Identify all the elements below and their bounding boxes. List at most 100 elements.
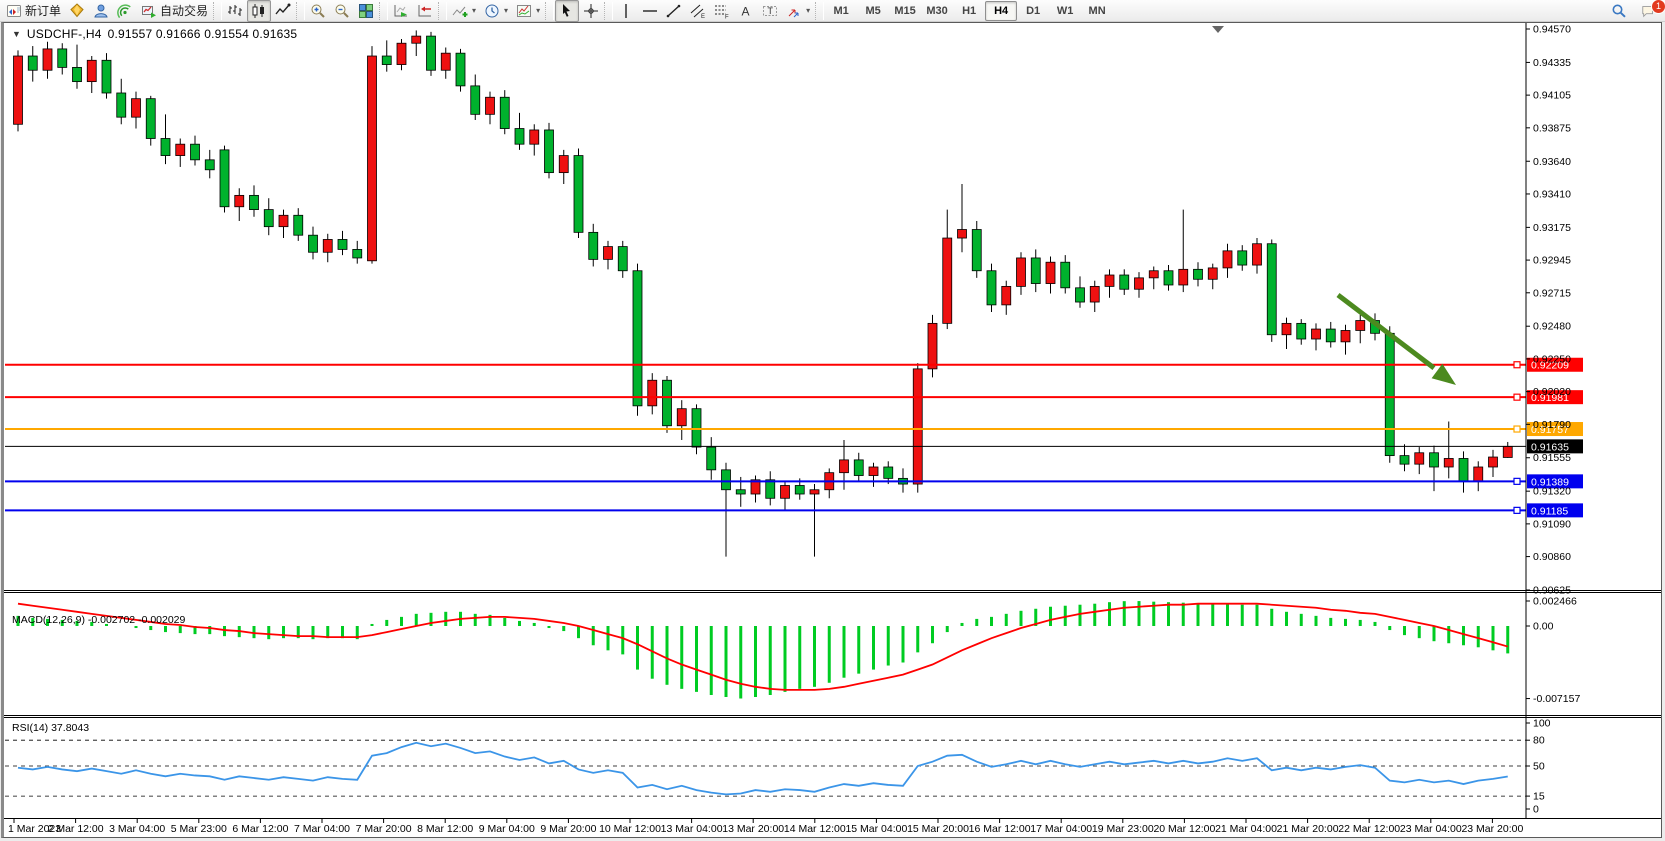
chart-line-button[interactable] (271, 0, 295, 22)
search-button[interactable] (1607, 0, 1631, 22)
svg-text:0.91320: 0.91320 (1533, 486, 1571, 498)
price-axis[interactable]: 0.94570 0.94335 0.94105 0.93875 0.93640 0.934… (1526, 24, 1571, 597)
template-dropdown-icon[interactable]: ▾ (536, 6, 541, 15)
timeframe-group: M1 M5 M15 M30 H1 H4 D1 W1 MN (825, 0, 1113, 22)
timeframe-m5-button[interactable]: M5 (865, 4, 881, 17)
zoom-out-button[interactable] (330, 0, 354, 22)
periods-button[interactable]: ▾ (480, 0, 512, 22)
svg-text:F: F (725, 14, 729, 19)
svg-text:0.92715: 0.92715 (1533, 287, 1571, 299)
notifications-button[interactable]: 1 (1637, 0, 1665, 22)
template-button[interactable]: ▾ (512, 0, 544, 22)
svg-text:21 Mar 04:00: 21 Mar 04:00 (1215, 823, 1277, 835)
current-price-tag: 0.91635 (1527, 439, 1583, 454)
svg-text:20 Mar 12:00: 20 Mar 12:00 (1153, 823, 1215, 835)
toolbar-separator (438, 1, 448, 20)
chart-shift-icon (417, 3, 433, 19)
timeframe-h4-button[interactable]: H4 (985, 0, 1018, 21)
add-indicator-icon (452, 3, 468, 19)
auto-scroll-button[interactable] (389, 0, 413, 22)
add-indicator-button[interactable]: ▾ (448, 0, 480, 22)
horizontal-line-button[interactable] (638, 0, 662, 22)
toolbar-separator (296, 1, 306, 20)
new-order-icon (6, 3, 22, 19)
new-order-button[interactable]: 新订单 (2, 0, 65, 22)
svg-text:A: A (742, 4, 750, 18)
arrows-button[interactable]: ▾ (782, 0, 814, 22)
trend-arrow[interactable] (1336, 293, 1456, 385)
svg-text:9 Mar 20:00: 9 Mar 20:00 (540, 823, 596, 835)
periods-dropdown-icon[interactable]: ▾ (504, 6, 509, 15)
svg-text:0.91790: 0.91790 (1533, 419, 1571, 431)
svg-text:6 Mar 12:00: 6 Mar 12:00 (232, 823, 288, 835)
chart-window: ▼ USDCHF-,H4 0.91557 0.91666 0.91554 0.9… (1, 22, 1662, 838)
trend-line-icon (666, 3, 682, 19)
horizontal-level-lines[interactable]: 0.92209 0.91981 0.91757 0.91389 0.91185 (5, 357, 1583, 518)
crosshair-button[interactable] (579, 0, 603, 22)
toolbar-group-2 (306, 0, 378, 22)
timeframe-d1-button[interactable]: D1 (1026, 4, 1041, 17)
svg-text:22 Mar 12:00: 22 Mar 12:00 (1338, 823, 1400, 835)
svg-text:0.002466: 0.002466 (1533, 596, 1577, 608)
text-label-button[interactable]: T (758, 0, 782, 22)
vertical-line-button[interactable] (614, 0, 638, 22)
timeframe-m1-button[interactable]: M1 (833, 4, 849, 17)
chart-shift-button[interactable] (413, 0, 437, 22)
fibonacci-button[interactable]: F (710, 0, 734, 22)
svg-text:10 Mar 12:00: 10 Mar 12:00 (599, 823, 661, 835)
arrows-dropdown-icon[interactable]: ▾ (806, 6, 811, 15)
equidistant-channel-button[interactable]: E (686, 0, 710, 22)
add-indicator-dropdown-icon[interactable]: ▾ (472, 6, 477, 15)
text-button[interactable]: A (734, 0, 758, 22)
zoom-in-button[interactable] (306, 0, 330, 22)
toolbar-group-1 (223, 0, 295, 22)
chart-line-icon (275, 3, 291, 19)
svg-text:0.94570: 0.94570 (1533, 24, 1571, 36)
hline-handle (1513, 506, 1521, 514)
svg-text:7 Mar 04:00: 7 Mar 04:00 (294, 823, 350, 835)
timeframe-h1-button[interactable]: H1 (962, 4, 977, 17)
macd-signal-line (17, 602, 1509, 691)
svg-text:0.94335: 0.94335 (1533, 57, 1571, 69)
cursor-icon (559, 3, 575, 19)
timeframe-m15-button[interactable]: M15 (894, 4, 916, 17)
zoom-in-icon (310, 3, 326, 19)
chart-canvas[interactable]: 0.92209 0.91981 0.91757 0.91389 0.91185 0.916… (4, 23, 1661, 835)
chart-candles-button[interactable] (247, 0, 272, 22)
macd-label: MACD(12,26,9) -0.002702 -0.002029 (12, 614, 186, 626)
hline-price-text: 0.91185 (1531, 505, 1568, 517)
horizontal-line-icon (642, 3, 658, 19)
signals-icon (117, 3, 133, 19)
svg-text:17 Mar 04:00: 17 Mar 04:00 (1030, 823, 1092, 835)
trend-line-button[interactable] (662, 0, 686, 22)
chart-title: ▼ USDCHF-,H4 0.91557 0.91666 0.91554 0.9… (12, 27, 297, 41)
tile-windows-button[interactable] (354, 0, 378, 22)
chart-shift-marker[interactable] (1212, 26, 1224, 33)
auto-trading-button[interactable]: 自动交易 (137, 0, 212, 22)
svg-text:-0.007157: -0.007157 (1533, 693, 1580, 705)
hline-price-tag (1527, 357, 1583, 372)
equidistant-channel-icon: E (690, 3, 706, 19)
svg-text:0.91090: 0.91090 (1533, 518, 1571, 530)
svg-text:0.92020: 0.92020 (1533, 386, 1571, 398)
toolbar-group-6: E F A T ▾ (614, 0, 814, 22)
signals-button[interactable] (113, 0, 137, 22)
svg-text:E: E (701, 14, 705, 19)
svg-text:0.93175: 0.93175 (1533, 222, 1571, 234)
cursor-button[interactable] (555, 0, 580, 22)
toolbar-group-4: ▾ ▾ ▾ (448, 0, 544, 22)
svg-text:0.93410: 0.93410 (1533, 188, 1571, 200)
navigator-button[interactable] (89, 0, 113, 22)
market-watch-button[interactable] (65, 0, 89, 22)
symbol-dropdown-icon[interactable]: ▼ (12, 29, 21, 39)
svg-text:9 Mar 04:00: 9 Mar 04:00 (479, 823, 535, 835)
timeframe-m30-button[interactable]: M30 (926, 4, 948, 17)
zoom-out-icon (334, 3, 350, 19)
svg-text:0: 0 (1533, 804, 1539, 816)
svg-text:21 Mar 20:00: 21 Mar 20:00 (1277, 823, 1339, 835)
auto-trading-icon (141, 3, 157, 19)
timeframe-mn-button[interactable]: MN (1088, 4, 1106, 17)
timeframe-w1-button[interactable]: W1 (1056, 4, 1074, 17)
chart-bars-button[interactable] (223, 0, 247, 22)
